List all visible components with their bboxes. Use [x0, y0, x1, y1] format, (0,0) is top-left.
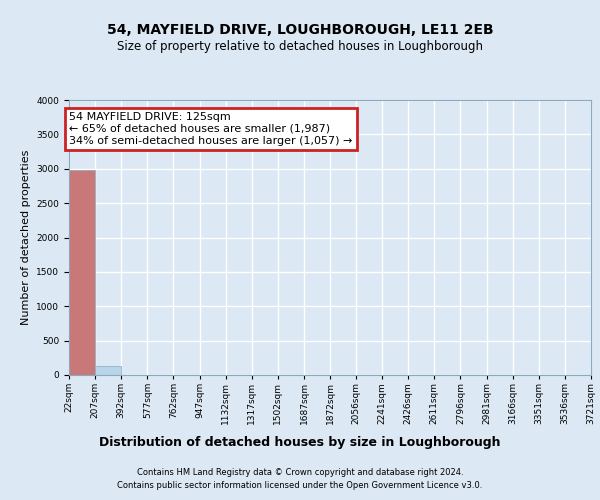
- Bar: [69, 170, 95, 375]
- Bar: [95, 366, 121, 375]
- Text: Contains public sector information licensed under the Open Government Licence v3: Contains public sector information licen…: [118, 482, 482, 490]
- Text: Contains HM Land Registry data © Crown copyright and database right 2024.: Contains HM Land Registry data © Crown c…: [137, 468, 463, 477]
- Text: 54 MAYFIELD DRIVE: 125sqm
← 65% of detached houses are smaller (1,987)
34% of se: 54 MAYFIELD DRIVE: 125sqm ← 65% of detac…: [69, 112, 353, 146]
- Y-axis label: Number of detached properties: Number of detached properties: [21, 150, 31, 325]
- Text: Distribution of detached houses by size in Loughborough: Distribution of detached houses by size …: [99, 436, 501, 449]
- Text: 54, MAYFIELD DRIVE, LOUGHBOROUGH, LE11 2EB: 54, MAYFIELD DRIVE, LOUGHBOROUGH, LE11 2…: [107, 22, 493, 36]
- Text: Size of property relative to detached houses in Loughborough: Size of property relative to detached ho…: [117, 40, 483, 53]
